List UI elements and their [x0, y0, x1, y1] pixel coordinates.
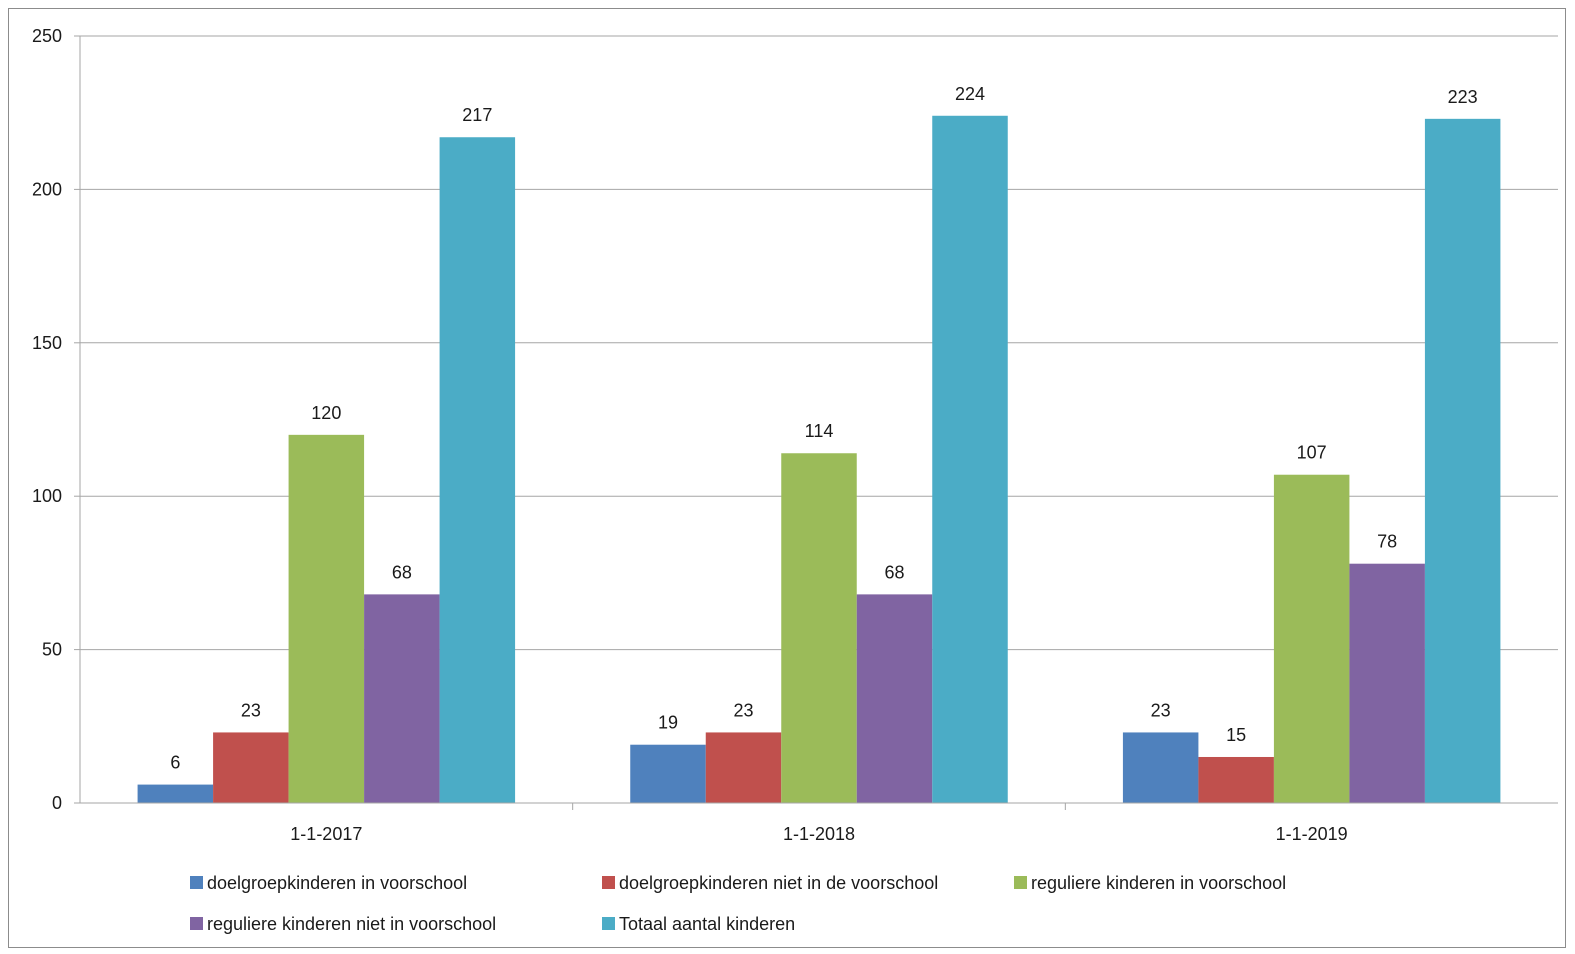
data-label: 120 — [311, 403, 341, 423]
data-label: 23 — [1151, 700, 1171, 720]
data-label: 68 — [884, 562, 904, 582]
x-axis: 1-1-2017 1-1-2018 1-1-2019 — [80, 802, 1558, 844]
legend: doelgroepkinderen in voorschool doelgroep… — [190, 873, 1286, 934]
bar — [137, 784, 214, 803]
data-label: 23 — [241, 700, 261, 720]
y-tick-label: 50 — [42, 640, 62, 660]
bar — [1349, 563, 1425, 803]
y-tick-label: 250 — [32, 26, 62, 46]
y-tick-label: 150 — [32, 333, 62, 353]
bar — [439, 137, 516, 803]
bar — [1273, 474, 1350, 803]
data-label: 217 — [462, 105, 492, 125]
data-label: 19 — [658, 713, 678, 733]
data-label: 223 — [1448, 87, 1478, 107]
data-label: 68 — [392, 562, 412, 582]
data-labels: 6 23 120 68 217 19 23 114 68 224 23 15 107 78 223 — [170, 84, 1477, 773]
bar — [1122, 732, 1199, 803]
legend-label: reguliere kinderen niet in voorschool — [207, 914, 496, 934]
bar — [932, 115, 1008, 803]
bar — [1198, 756, 1274, 803]
data-label: 114 — [805, 421, 834, 441]
data-label: 224 — [955, 84, 985, 104]
y-tick-label: 100 — [32, 486, 62, 506]
y-tick-label: 200 — [32, 179, 62, 199]
x-category-label: 1-1-2018 — [783, 824, 855, 844]
legend-swatch — [1014, 876, 1027, 889]
x-category-label: 1-1-2019 — [1276, 824, 1348, 844]
data-label: 23 — [733, 700, 753, 720]
legend-label: doelgroepkinderen niet in de voorschool — [619, 873, 938, 893]
bar — [1424, 118, 1501, 803]
bar — [781, 453, 857, 803]
data-label: 107 — [1297, 443, 1327, 463]
legend-label: Totaal aantal kinderen — [619, 914, 795, 934]
legend-swatch — [602, 917, 615, 930]
data-label: 6 — [170, 753, 180, 773]
x-category-label: 1-1-2017 — [290, 824, 362, 844]
bars — [137, 115, 1501, 803]
legend-swatch — [602, 876, 615, 889]
bar — [856, 594, 933, 803]
data-label: 78 — [1377, 532, 1397, 552]
bar — [288, 434, 365, 803]
legend-swatch — [190, 876, 203, 889]
bar — [630, 744, 706, 803]
y-tick-label: 0 — [52, 793, 62, 813]
legend-swatch — [190, 917, 203, 930]
legend-label: doelgroepkinderen in voorschool — [207, 873, 467, 893]
bar — [364, 594, 440, 803]
bar — [213, 732, 289, 803]
bar — [705, 732, 782, 803]
data-label: 15 — [1226, 725, 1246, 745]
y-axis: 0 50 100 150 200 250 — [32, 26, 81, 813]
legend-label: reguliere kinderen in voorschool — [1031, 873, 1286, 893]
